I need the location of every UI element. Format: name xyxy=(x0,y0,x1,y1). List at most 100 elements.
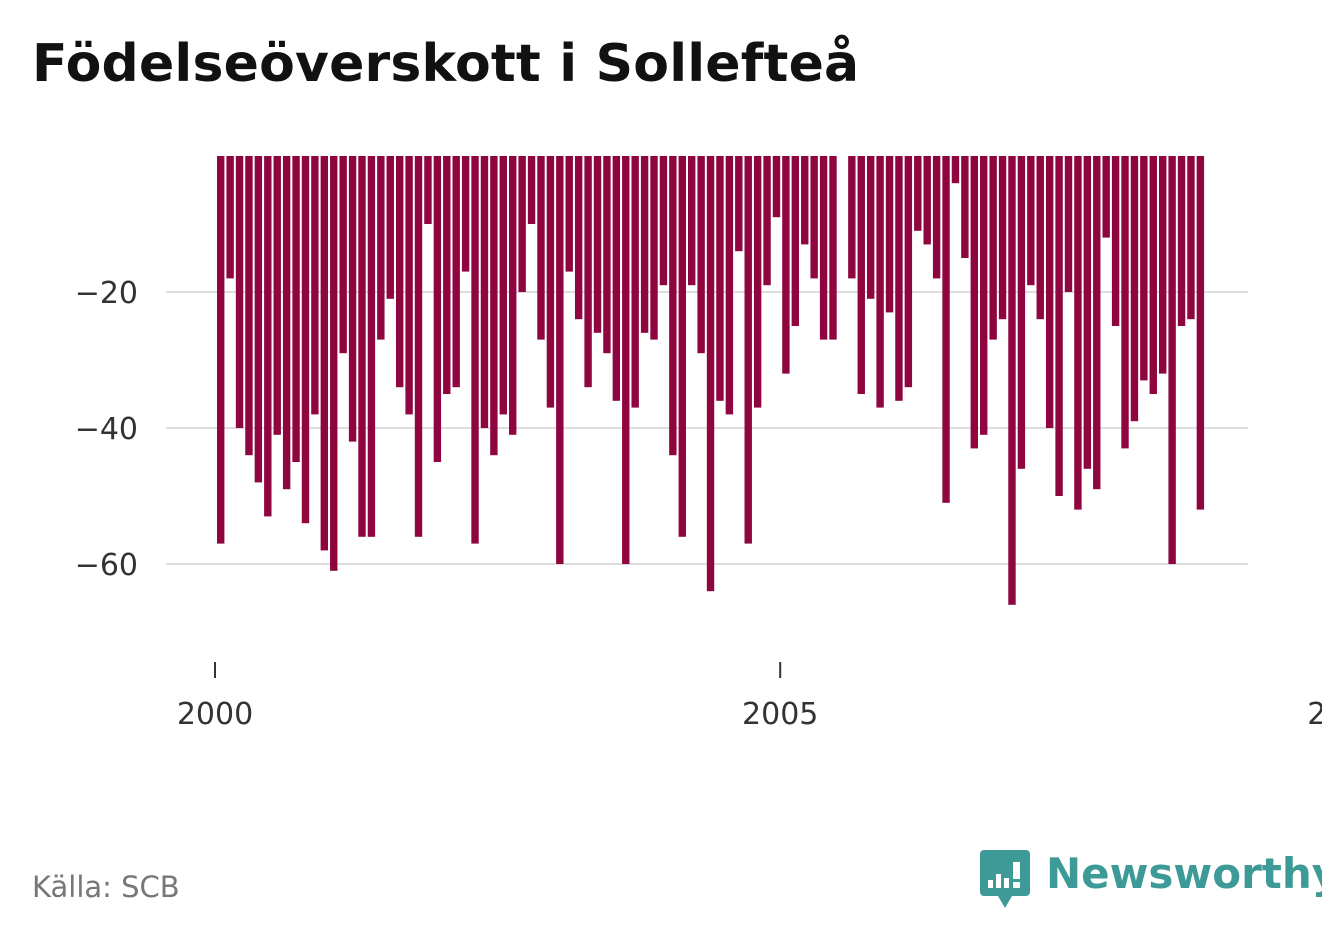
bar xyxy=(405,156,413,415)
bar xyxy=(339,156,347,354)
chart-title: Födelseöverskott i Sollefteå xyxy=(32,34,860,94)
bar xyxy=(998,156,1007,320)
bar xyxy=(217,156,225,544)
bar xyxy=(320,156,329,551)
brand-name: Newsworthy xyxy=(1046,849,1322,898)
bar xyxy=(1093,156,1101,490)
bar xyxy=(377,156,385,340)
bar xyxy=(631,156,639,408)
bar xyxy=(1149,156,1157,394)
bar xyxy=(565,156,573,272)
bar xyxy=(273,156,281,435)
bar xyxy=(537,156,545,340)
bar xyxy=(311,156,319,415)
bar xyxy=(810,156,818,279)
bar xyxy=(801,156,809,245)
bar xyxy=(593,156,602,333)
bar xyxy=(876,156,884,408)
bar xyxy=(1036,156,1044,320)
bar xyxy=(433,156,442,462)
bar xyxy=(669,156,677,456)
y-axis: −20 −40 −60 xyxy=(75,276,138,583)
x-axis: 200020052010201520202025 xyxy=(177,662,1322,732)
bar xyxy=(885,156,894,313)
bar xyxy=(725,156,734,415)
y-tick-label: −60 xyxy=(75,548,138,583)
bar xyxy=(301,156,310,524)
bar xyxy=(819,156,828,340)
bar xyxy=(650,156,658,340)
bar xyxy=(395,156,404,388)
x-tick-label: 2010 xyxy=(1307,697,1322,732)
bar xyxy=(254,156,263,483)
bar xyxy=(1074,156,1082,510)
bar xyxy=(735,156,743,252)
bar xyxy=(970,156,978,449)
bar xyxy=(574,156,583,320)
bar xyxy=(772,156,781,218)
bar xyxy=(980,156,988,435)
bar xyxy=(923,156,931,245)
bar xyxy=(527,156,536,224)
bar xyxy=(904,156,913,388)
x-tick-label: 2005 xyxy=(742,697,818,732)
y-tick-label: −40 xyxy=(75,412,138,447)
bar xyxy=(226,156,234,279)
bar xyxy=(235,156,244,428)
bar xyxy=(961,156,969,258)
bar xyxy=(509,156,517,435)
bar xyxy=(1196,156,1205,510)
bar xyxy=(1102,156,1110,238)
bar xyxy=(697,156,705,354)
bar xyxy=(292,156,300,462)
bar xyxy=(264,156,272,517)
bar xyxy=(716,156,724,401)
bar xyxy=(659,156,668,286)
bar xyxy=(622,156,630,564)
bar xyxy=(1027,156,1035,286)
bar xyxy=(414,156,423,537)
bar xyxy=(1168,156,1176,564)
bar xyxy=(1111,156,1120,326)
bar xyxy=(282,156,291,490)
bar xyxy=(791,156,800,326)
bar xyxy=(1159,156,1167,374)
bar xyxy=(932,156,941,279)
bar xyxy=(1140,156,1148,381)
bar xyxy=(848,156,856,279)
bar xyxy=(490,156,498,456)
y-tick-label: −20 xyxy=(75,276,138,311)
bar xyxy=(895,156,903,401)
bar xyxy=(857,156,865,394)
brand-logo[interactable]: Newsworthy xyxy=(980,850,1322,910)
bar xyxy=(1045,156,1054,428)
bar xyxy=(452,156,460,388)
bar xyxy=(584,156,592,388)
bar xyxy=(1055,156,1063,496)
source-note: Källa: SCB xyxy=(32,870,180,904)
bar xyxy=(1017,156,1026,469)
bar xyxy=(546,156,555,408)
bar xyxy=(763,156,771,286)
bars xyxy=(217,156,1205,605)
bar xyxy=(706,156,715,592)
bar xyxy=(989,156,997,340)
bar xyxy=(744,156,752,544)
bar xyxy=(499,156,507,415)
bar xyxy=(942,156,950,503)
bar xyxy=(443,156,451,394)
bar xyxy=(678,156,686,537)
bar xyxy=(330,156,338,571)
x-tick-label: 2000 xyxy=(177,697,253,732)
bar xyxy=(1008,156,1016,605)
bar xyxy=(358,156,366,537)
bar xyxy=(753,156,762,408)
newsworthy-logo-icon xyxy=(980,850,1030,908)
bar xyxy=(603,156,611,354)
bar xyxy=(640,156,649,333)
bar xyxy=(518,156,526,292)
bar xyxy=(1083,156,1092,469)
bar xyxy=(386,156,394,299)
bar xyxy=(1064,156,1073,292)
